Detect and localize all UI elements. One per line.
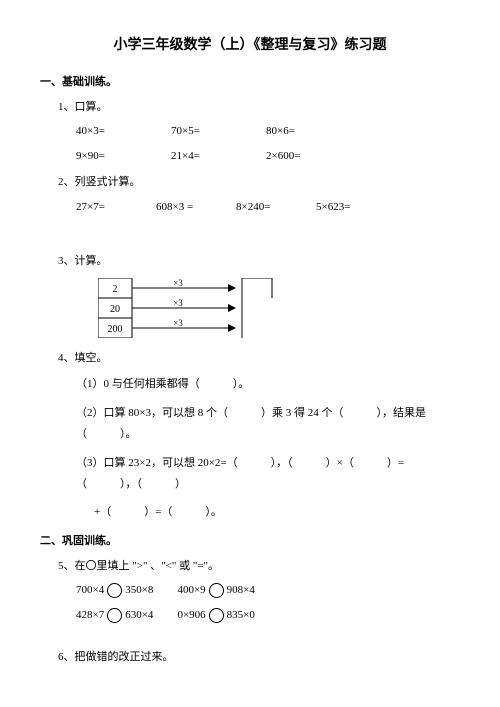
cmp-right: 350×8 <box>125 582 153 599</box>
q2-r1-c2: 608×3 = <box>156 199 236 216</box>
box-3: 200 <box>108 324 123 335</box>
q1-r1-c3: 80×6= <box>266 123 361 140</box>
q2: 2、列竖式计算。 27×7= 608×3 = 8×240= 5×623= <box>58 174 460 215</box>
compare-circle <box>209 583 224 598</box>
q1-r1-c2: 70×5= <box>171 123 266 140</box>
q3: 3、计算。 2 20 200 ×3 ×3 ×3 <box>58 253 460 338</box>
box-2: 20 <box>110 304 120 315</box>
cmp-left: 0×906 <box>177 607 205 624</box>
q2-r1-c3: 8×240= <box>236 199 316 216</box>
cmp-left: 400×9 <box>177 582 205 599</box>
cmp-left: 700×4 <box>76 582 104 599</box>
q6: 6、把做错的改正过来。 <box>58 649 460 666</box>
q4: 4、填空。 （1）0 与任何相乘都得（ ）。 （2）口算 80×3，可以想 8 … <box>58 350 460 524</box>
q4-l3a: （3）口算 23×2，可以想 20×2=（ ），（ ）×（ ）=（ ），（ ） <box>76 453 460 495</box>
section-2-head: 二、巩固训练。 <box>40 533 460 550</box>
q5-row1: 700×4 350×8 400×9 908×4 <box>76 582 460 599</box>
compare-circle <box>107 608 122 623</box>
cmp-right: 908×4 <box>227 582 255 599</box>
q5: 5、在〇里填上 ">" 、"<" 或 "="。 700×4 350×8 400×… <box>58 558 460 624</box>
q5-row2: 428×7 630×4 0×906 835×0 <box>76 607 460 624</box>
q1: 1、口算。 40×3= 70×5= 80×6= 9×90= 21×4= 2×60… <box>58 99 460 165</box>
box-1: 2 <box>113 284 118 295</box>
q1-r2-c1: 9×90= <box>76 148 171 165</box>
compare-circle <box>107 583 122 598</box>
q1-row2: 9×90= 21×4= 2×600= <box>76 148 460 165</box>
q4-label: 4、填空。 <box>58 350 460 367</box>
q2-row1: 27×7= 608×3 = 8×240= 5×623= <box>76 199 460 216</box>
q4-l3b: +（ ）=（ ）。 <box>94 502 460 523</box>
q1-r2-c2: 21×4= <box>171 148 266 165</box>
cmp-left: 428×7 <box>76 607 104 624</box>
q4-l1: （1）0 与任何相乘都得（ ）。 <box>76 374 460 395</box>
q1-label: 1、口算。 <box>58 99 460 116</box>
q5-r2-p2: 0×906 835×0 <box>177 607 254 624</box>
cmp-right: 630×4 <box>125 607 153 624</box>
q2-r1-c1: 27×7= <box>76 199 156 216</box>
q5-label: 5、在〇里填上 ">" 、"<" 或 "="。 <box>58 558 460 575</box>
op-1: ×3 <box>173 278 183 288</box>
flow-diagram: 2 20 200 ×3 ×3 ×3 <box>98 278 298 338</box>
q3-label: 3、计算。 <box>58 253 460 270</box>
q4-l2: （2）口算 80×3，可以想 8 个（ ）乘 3 得 24 个（ ），结果是（ … <box>76 403 460 445</box>
q5-r2-p1: 428×7 630×4 <box>76 607 153 624</box>
q1-r2-c3: 2×600= <box>266 148 361 165</box>
q2-r1-c4: 5×623= <box>316 199 396 216</box>
op-2: ×3 <box>173 298 183 308</box>
op-3: ×3 <box>173 318 183 328</box>
q6-label: 6、把做错的改正过来。 <box>58 649 460 666</box>
q2-label: 2、列竖式计算。 <box>58 174 460 191</box>
q3-diagram: 2 20 200 ×3 ×3 ×3 <box>98 278 460 338</box>
compare-circle <box>209 608 224 623</box>
q5-r1-p1: 700×4 350×8 <box>76 582 153 599</box>
cmp-right: 835×0 <box>227 607 255 624</box>
q1-row1: 40×3= 70×5= 80×6= <box>76 123 460 140</box>
q1-r1-c1: 40×3= <box>76 123 171 140</box>
q5-r1-p2: 400×9 908×4 <box>177 582 254 599</box>
page-title: 小学三年级数学（上）《整理与复习》练习题 <box>40 35 460 56</box>
section-1-head: 一、基础训练。 <box>40 74 460 91</box>
